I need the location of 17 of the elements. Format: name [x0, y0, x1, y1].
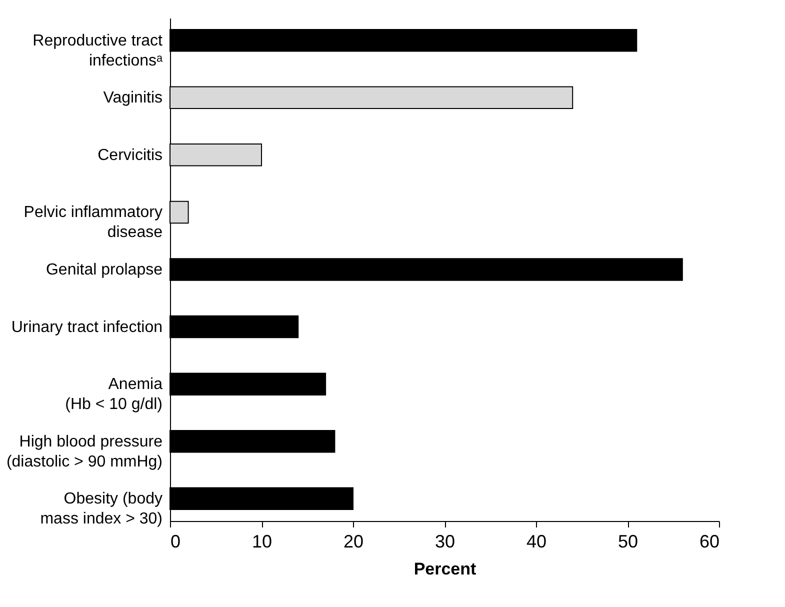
y-tick-label: Genital prolapse [46, 262, 163, 278]
y-tick-label: Obesity (body mass index > 30) [40, 490, 162, 528]
y-tick-label: Reproductive tract infectionsᵃ [32, 32, 164, 70]
x-tick-label: 30 [434, 532, 456, 552]
x-tick-label: 0 [170, 532, 181, 552]
x-tick-label: 20 [343, 532, 364, 552]
x-tick-label: 60 [699, 532, 720, 552]
x-tick-label: 50 [618, 532, 638, 552]
x-tick-label: 10 [252, 532, 272, 552]
y-tick-label: Vaginitis [103, 90, 162, 107]
y-tick-label: Cervicitis [98, 146, 162, 164]
x-axis-title: Percent [414, 560, 477, 578]
y-tick-label: High blood pressure (diastolic > 90 mmHg) [6, 433, 163, 470]
x-tick-label: 40 [526, 532, 547, 552]
y-tick-label: Pelvic inflammatory disease [24, 204, 163, 242]
y-tick-label: Urinary tract infection [11, 318, 162, 336]
y-tick-label: Anemia (Hb < 10 g/dl) [65, 376, 163, 414]
